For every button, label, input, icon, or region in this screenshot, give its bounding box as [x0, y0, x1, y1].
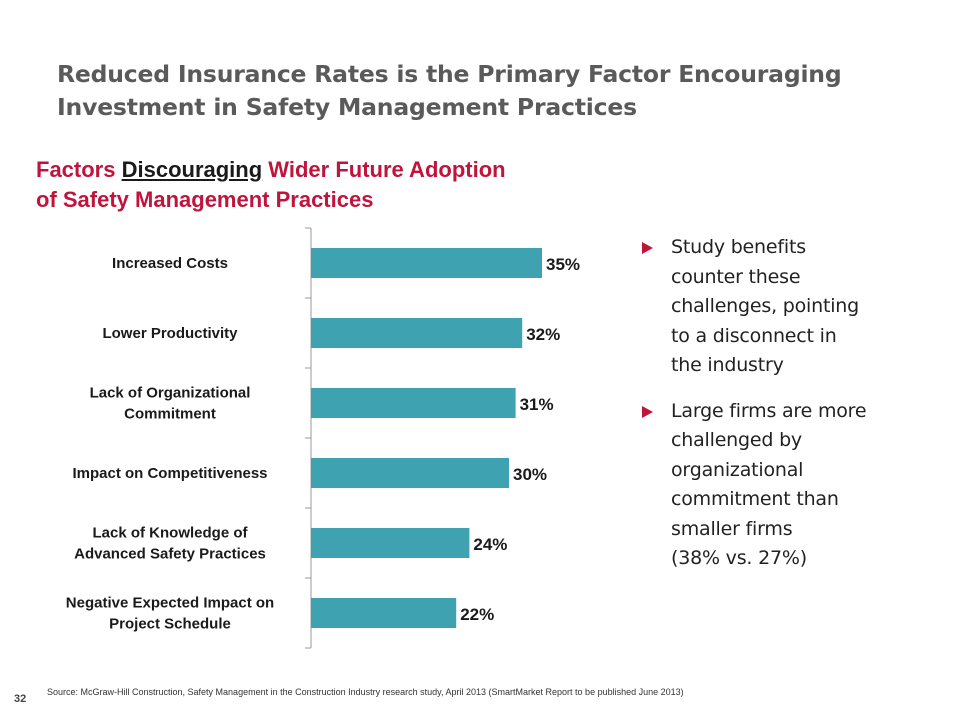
data-label: 24% — [473, 535, 507, 554]
source-note: Source: McGraw-Hill Construction, Safety… — [47, 687, 684, 697]
data-label: 32% — [526, 325, 560, 344]
bullet-line: commitment than — [671, 488, 839, 510]
chart-title: Factors Discouraging Wider Future Adopti… — [36, 155, 636, 215]
data-label: 22% — [460, 605, 494, 624]
bullet-line: to a disconnect in — [671, 324, 837, 347]
category-label: Lack of Knowledge of — [92, 525, 248, 542]
bullet-list: Study benefits counter these challenges,… — [640, 233, 940, 590]
slide-title-line-1: Reduced Insurance Rates is the Primary F… — [57, 60, 842, 88]
bullet-line: smaller firms — [671, 517, 793, 540]
chart-title-prefix: Factors — [36, 157, 122, 182]
slide-title: Reduced Insurance Rates is the Primary F… — [57, 58, 917, 124]
bar — [311, 248, 542, 278]
page-number: 32 — [14, 693, 27, 705]
bullet-line: Large firms are more — [671, 399, 867, 422]
category-label: Impact on Competitiveness — [72, 465, 267, 482]
bullet-line: (38% vs. 27%) — [671, 547, 807, 569]
data-label: 31% — [520, 395, 554, 414]
bar-chart: 35% Increased Costs 32% Lower Productivity 3… — [66, 227, 580, 649]
category-label: Commitment — [124, 406, 216, 423]
data-label: 35% — [546, 255, 580, 274]
bar — [311, 598, 457, 628]
bullet-line: the industry — [671, 354, 784, 376]
category-label: Increased Costs — [112, 255, 228, 272]
arrow-bullet-icon — [642, 405, 653, 418]
category-label: Negative Expected Impact on — [66, 595, 274, 612]
bullet-line: challenges, pointing — [671, 295, 859, 317]
bullet-line: counter these — [671, 265, 801, 288]
bullet-line: organizational — [671, 458, 804, 481]
category-label: Lack of Organizational — [90, 385, 251, 402]
category-label: Advanced Safety Practices — [74, 546, 266, 563]
category-label: Lower Productivity — [102, 325, 238, 342]
category-label: Project Schedule — [109, 616, 231, 633]
chart-title-emphasis: Discouraging — [121, 157, 263, 182]
bar — [311, 458, 509, 488]
bullet-line: Study benefits — [671, 236, 806, 258]
bullet-item: Study benefits counter these challenges,… — [640, 233, 940, 381]
chart-title-suffix: Wider Future Adoption — [262, 157, 506, 182]
bar — [311, 528, 470, 558]
data-label: 30% — [513, 465, 547, 484]
bar — [311, 318, 523, 348]
bar — [311, 388, 516, 418]
chart-title-line-2: of Safety Management Practices — [36, 187, 374, 212]
arrow-bullet-icon — [642, 242, 653, 254]
bullet-item: Large firms are more challenged by organ… — [640, 397, 940, 574]
slide-title-line-2: Investment in Safety Management Practice… — [57, 93, 637, 121]
bullet-line: challenged by — [671, 429, 802, 451]
